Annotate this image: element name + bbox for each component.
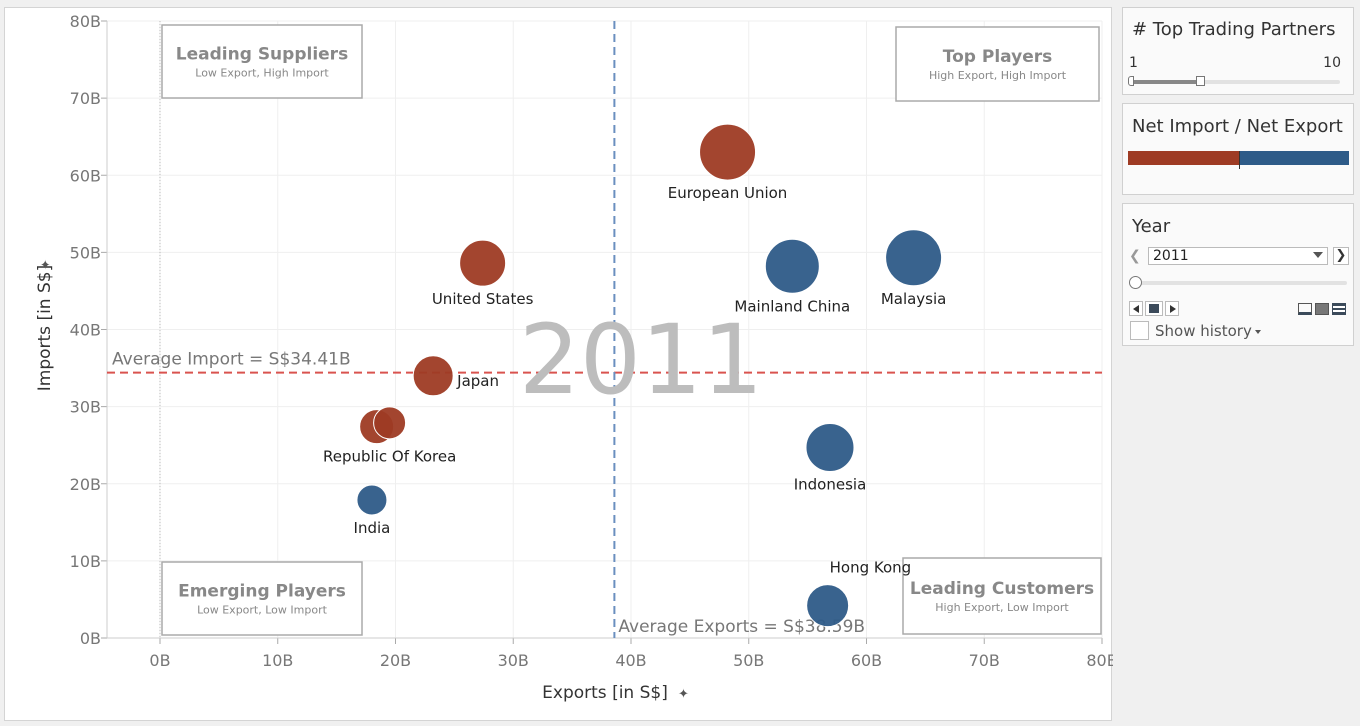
year-title: Year <box>1132 216 1171 237</box>
legend-title: Net Import / Net Export <box>1132 116 1343 137</box>
quadrant-subtitle-top_left: Low Export, High Import <box>195 67 329 80</box>
data-point[interactable] <box>412 355 454 397</box>
year-select[interactable]: 2011 <box>1148 247 1328 265</box>
partners-slider-thumb[interactable] <box>1196 76 1205 86</box>
year-slider-track[interactable] <box>1129 276 1347 289</box>
x-tick-label: 20B <box>380 651 411 670</box>
x-tick-label: 40B <box>615 651 646 670</box>
stop-icon <box>1149 304 1159 313</box>
data-point[interactable] <box>699 123 757 181</box>
year-prev-button[interactable]: ❮ <box>1129 248 1141 264</box>
data-point[interactable] <box>806 584 850 628</box>
quadrant-labels: Leading Suppliers Low Export, High Import… <box>161 24 1102 636</box>
chart-panel: Leading Suppliers Low Export, High Import… <box>4 7 1113 721</box>
legend-bar[interactable] <box>1128 151 1349 169</box>
data-point[interactable] <box>356 484 388 516</box>
quadrant-box-top_left <box>161 24 363 99</box>
y-tick-label: 0B <box>80 629 101 648</box>
legend-net-export-swatch[interactable] <box>1239 151 1349 165</box>
year-panel: Year ❮ 2011 ❯ Show history <box>1122 203 1354 346</box>
quadrant-title-bottom_left: Emerging Players <box>178 582 346 602</box>
avg-import-label: Average Import = S$34.41B <box>112 350 351 370</box>
show-history-dropdown-icon[interactable] <box>1255 330 1261 334</box>
point-label: Hong Kong <box>830 559 912 577</box>
show-history-label[interactable]: Show history <box>1155 322 1252 340</box>
scatter-chart: Leading Suppliers Low Export, High Import… <box>35 12 1113 703</box>
play-back-button[interactable] <box>1129 301 1143 316</box>
point-label: European Union <box>668 184 788 202</box>
partners-slider-fill <box>1130 80 1200 84</box>
quadrant-box-bottom_right <box>902 557 1102 635</box>
year-next-button[interactable]: ❯ <box>1333 247 1349 265</box>
gridlines <box>107 20 1103 639</box>
y-tick-label: 10B <box>70 552 101 571</box>
play-forward-button[interactable] <box>1165 301 1179 316</box>
y-tick-label: 80B <box>70 12 101 31</box>
speed-medium-icon[interactable] <box>1315 303 1329 315</box>
year-slider-thumb[interactable] <box>1129 276 1142 289</box>
point-labels: European Union United States Mainland Chin… <box>323 184 946 576</box>
quadrant-subtitle-bottom_left: Low Export, Low Import <box>197 604 328 617</box>
top-partners-panel: # Top Trading Partners 1 10 <box>1122 7 1354 95</box>
quadrant-subtitle-top_right: High Export, High Import <box>929 69 1067 82</box>
point-label: Republic Of Korea <box>323 448 456 466</box>
partners-slider-start <box>1128 76 1134 86</box>
year-watermark: 2011 <box>519 304 763 416</box>
quadrant-title-top_left: Leading Suppliers <box>176 45 348 65</box>
top-partners-title: # Top Trading Partners <box>1132 19 1336 40</box>
x-tick-label: 80B <box>1086 651 1113 670</box>
pause-button[interactable] <box>1145 301 1163 316</box>
data-point[interactable] <box>459 239 507 287</box>
year-select-value: 2011 <box>1153 248 1189 264</box>
speed-fast-icon[interactable] <box>1332 303 1346 315</box>
quadrant-subtitle-bottom_right: High Export, Low Import <box>935 601 1069 614</box>
x-tick-label: 30B <box>498 651 529 670</box>
point-label: Mainland China <box>734 297 850 315</box>
x-tick-label: 50B <box>733 651 764 670</box>
y-tick-label: 40B <box>70 321 101 340</box>
reference-lines: Average Import = S$34.41B Average Exports… <box>107 21 1102 638</box>
legend-divider <box>1238 151 1240 169</box>
point-label: Japan <box>456 372 499 390</box>
quadrant-title-bottom_right: Leading Customers <box>910 579 1094 599</box>
slider-min-label: 1 <box>1129 55 1138 71</box>
y-axis-title: Imports [in S$] <box>35 265 55 391</box>
x-axis-title: Exports [in S$] <box>542 683 668 703</box>
speed-slow-icon[interactable] <box>1298 303 1312 315</box>
y-tick-label: 20B <box>70 475 101 494</box>
point-label: Malaysia <box>881 290 947 308</box>
play-forward-icon <box>1170 305 1176 313</box>
point-label: United States <box>432 290 534 308</box>
legend-net-import-swatch[interactable] <box>1128 151 1239 165</box>
x-tick-label: 60B <box>851 651 882 670</box>
x-tick-label: 0B <box>149 651 170 670</box>
chevron-down-icon <box>1313 252 1323 258</box>
data-point[interactable] <box>805 423 855 473</box>
x-tick-label: 10B <box>262 651 293 670</box>
y-tick-label: 60B <box>70 166 101 185</box>
quadrant-box-top_right <box>895 26 1100 102</box>
x-axis-pin-icon[interactable]: ✦ <box>678 687 689 702</box>
point-label: India <box>354 519 391 537</box>
data-point[interactable] <box>885 229 943 287</box>
y-tick-label: 70B <box>70 89 101 108</box>
x-tick-label: 70B <box>969 651 1000 670</box>
axes: 0B 10B 20B 30B 40B 50B 60B 70B 80B 0B 10B 20B 30B 40B… <box>70 12 1113 670</box>
quadrant-title-top_right: Top Players <box>943 47 1052 67</box>
data-points[interactable] <box>356 123 943 628</box>
partners-slider-track[interactable] <box>1128 76 1340 86</box>
avg-export-label: Average Exports = S$38.59B <box>618 617 865 637</box>
play-back-icon <box>1133 305 1139 313</box>
y-tick-label: 50B <box>70 243 101 262</box>
color-legend-panel: Net Import / Net Export <box>1122 103 1354 195</box>
show-history-checkbox[interactable] <box>1130 321 1149 340</box>
data-point[interactable] <box>373 406 407 440</box>
point-label: Indonesia <box>794 476 867 494</box>
y-tick-label: 30B <box>70 398 101 417</box>
quadrant-box-bottom_left <box>161 561 363 636</box>
slider-max-label: 10 <box>1323 55 1341 71</box>
y-axis-pin-icon[interactable]: ✦ <box>39 259 54 270</box>
data-point[interactable] <box>764 238 820 294</box>
